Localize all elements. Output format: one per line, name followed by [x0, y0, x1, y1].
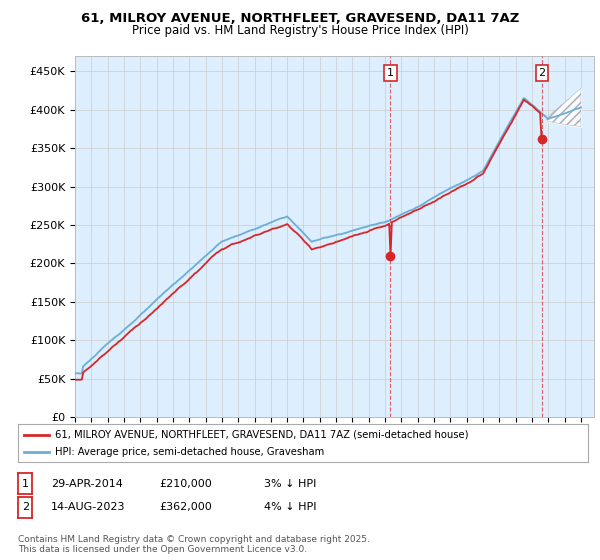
Text: 3% ↓ HPI: 3% ↓ HPI	[264, 479, 316, 489]
Text: £210,000: £210,000	[159, 479, 212, 489]
Text: 14-AUG-2023: 14-AUG-2023	[51, 502, 125, 512]
Text: Contains HM Land Registry data © Crown copyright and database right 2025.
This d: Contains HM Land Registry data © Crown c…	[18, 535, 370, 554]
Text: 29-APR-2014: 29-APR-2014	[51, 479, 123, 489]
Text: 1: 1	[22, 479, 29, 489]
Text: HPI: Average price, semi-detached house, Gravesham: HPI: Average price, semi-detached house,…	[55, 447, 325, 457]
Text: 61, MILROY AVENUE, NORTHFLEET, GRAVESEND, DA11 7AZ (semi-detached house): 61, MILROY AVENUE, NORTHFLEET, GRAVESEND…	[55, 430, 469, 440]
Text: Price paid vs. HM Land Registry's House Price Index (HPI): Price paid vs. HM Land Registry's House …	[131, 24, 469, 36]
Text: 2: 2	[539, 68, 545, 78]
Text: 4% ↓ HPI: 4% ↓ HPI	[264, 502, 317, 512]
Text: 2: 2	[22, 502, 29, 512]
Text: 61, MILROY AVENUE, NORTHFLEET, GRAVESEND, DA11 7AZ: 61, MILROY AVENUE, NORTHFLEET, GRAVESEND…	[81, 12, 519, 25]
Text: £362,000: £362,000	[159, 502, 212, 512]
Text: 1: 1	[387, 68, 394, 78]
